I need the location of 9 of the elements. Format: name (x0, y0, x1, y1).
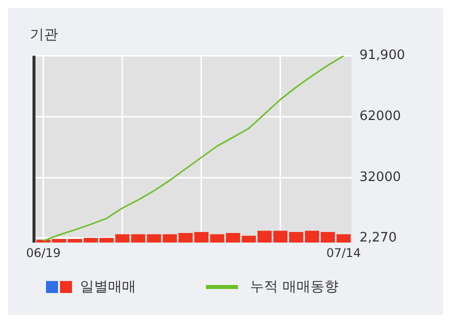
y-tick-label: 62000 (360, 108, 401, 124)
y-tick-label: 91,900 (360, 48, 406, 64)
legend-label: 일별매매 (80, 278, 136, 296)
y-tick-label: 2,270 (360, 230, 397, 246)
chart-title: 기관 (30, 26, 58, 44)
x-tick-label: 07/14 (326, 246, 361, 260)
legend-label: 누적 매매동향 (250, 278, 338, 296)
y-tick-label: 32000 (360, 170, 401, 185)
x-tick-label: 06/19 (26, 246, 61, 260)
